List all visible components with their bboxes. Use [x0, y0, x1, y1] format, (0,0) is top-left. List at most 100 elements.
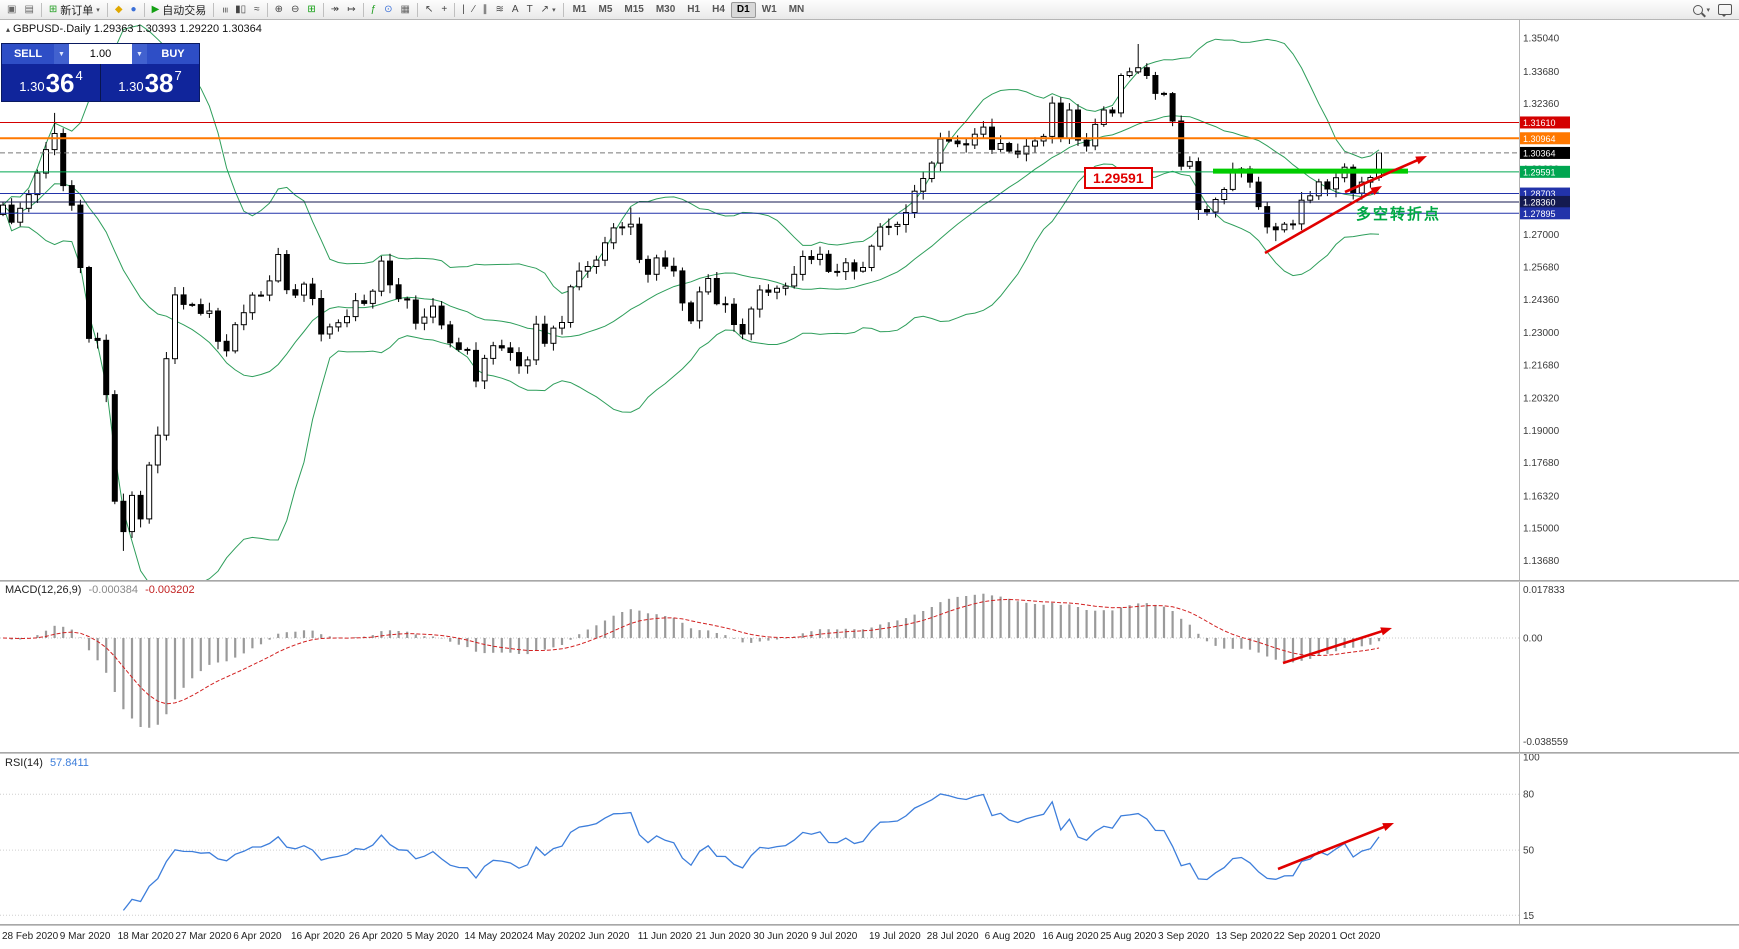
- sell-price-button[interactable]: 1.30 36 4: [2, 64, 100, 101]
- channel-icon: ∥: [482, 3, 488, 15]
- date-label: 16 Aug 2020: [1042, 931, 1099, 942]
- pane-separator[interactable]: [0, 580, 1739, 582]
- label-tool-button[interactable]: T: [523, 1, 537, 18]
- svg-text:1.13680: 1.13680: [1523, 556, 1560, 567]
- fibonacci-tool-button[interactable]: ≋: [492, 1, 508, 18]
- time-axis[interactable]: 28 Feb 2020 9 Mar 2020 18 Mar 2020 27 Mar 2…: [0, 926, 1739, 949]
- zoom-in-button[interactable]: ⊕: [271, 1, 287, 18]
- timeframe-m15-button[interactable]: M15: [618, 2, 649, 18]
- line-mode-button[interactable]: ≈: [250, 1, 264, 18]
- svg-text:0.017833: 0.017833: [1523, 585, 1565, 596]
- svg-text:1.33680: 1.33680: [1523, 67, 1560, 78]
- market-button[interactable]: ●: [127, 1, 141, 18]
- metaeditor-icon: ◆: [114, 3, 123, 15]
- vline-tool-button[interactable]: |: [458, 1, 469, 18]
- timeframe-m5-button[interactable]: M5: [592, 2, 618, 18]
- templates-button[interactable]: ▦: [397, 1, 414, 18]
- profiles-button[interactable]: ▤: [20, 1, 37, 18]
- chart-shift-icon: ↦: [347, 3, 356, 15]
- rsi-pane-canvas[interactable]: 100 80 50 15: [0, 754, 1739, 924]
- pane-separator[interactable]: [0, 924, 1739, 926]
- chart-ohlc-header: ▴ GBPUSD-.Daily 1.29363 1.30393 1.29220 1…: [6, 23, 262, 35]
- date-label: 13 Sep 2020: [1215, 931, 1273, 942]
- macd-pane-canvas[interactable]: 0.017833 0.00 -0.038559: [0, 582, 1739, 752]
- periods-button[interactable]: ⊙: [380, 1, 396, 18]
- svg-text:1.28703: 1.28703: [1523, 189, 1556, 199]
- trend-arrow[interactable]: [1264, 186, 1382, 255]
- date-label: 27 Mar 2020: [175, 931, 232, 942]
- metaeditor-button[interactable]: ◆: [111, 1, 127, 18]
- candles-mode-button[interactable]: ▮▯: [231, 1, 250, 18]
- timeframe-w1-button[interactable]: W1: [756, 2, 783, 18]
- auto-scroll-button[interactable]: ↠: [327, 1, 343, 18]
- auto-scroll-icon: ↠: [330, 3, 340, 15]
- timeframe-mn-button[interactable]: MN: [783, 2, 811, 18]
- svg-text:1.35040: 1.35040: [1523, 34, 1560, 45]
- bars-mode-button[interactable]: ≡: [217, 1, 231, 18]
- timeframe-m30-button[interactable]: M30: [650, 2, 681, 18]
- date-label: 16 Apr 2020: [291, 931, 345, 942]
- date-label: 9 Mar 2020: [59, 931, 111, 942]
- svg-text:1.16320: 1.16320: [1523, 491, 1560, 502]
- svg-text:15: 15: [1523, 911, 1535, 922]
- profiles-icon: ▤: [24, 3, 34, 15]
- timeframe-d1-button[interactable]: D1: [730, 1, 756, 18]
- trend-arrow[interactable]: [1277, 823, 1394, 871]
- trendline-tool-button[interactable]: ∕: [469, 1, 479, 18]
- buy-price-button[interactable]: 1.30 38 7: [101, 64, 199, 101]
- date-label: 26 Apr 2020: [348, 931, 403, 942]
- sell-options-dropdown[interactable]: ▼: [54, 44, 69, 64]
- rsi-line: [122, 793, 1380, 911]
- toolbar-separator: [416, 2, 418, 17]
- sell-price-prefix: 1.30: [19, 79, 45, 94]
- line-chart-icon: ≈: [254, 3, 260, 15]
- zoom-out-button[interactable]: ⊖: [287, 1, 303, 18]
- ohlc-bars-icon: ≡: [219, 6, 231, 13]
- date-label: 22 Sep 2020: [1273, 931, 1331, 942]
- timeframe-h4-button[interactable]: H4: [706, 2, 731, 18]
- chart-window-icon: ▣: [7, 3, 17, 15]
- pane-separator[interactable]: [0, 752, 1739, 754]
- main-chart-canvas[interactable]: 1.350401.336801.323601.310401.296801.283…: [0, 20, 1739, 580]
- hline-price-tag: [1520, 132, 1570, 145]
- trend-arrow[interactable]: [1344, 156, 1427, 194]
- arrows-tool-button[interactable]: ↗ ▾: [537, 1, 560, 18]
- chart-shift-button[interactable]: ↦: [343, 1, 359, 18]
- svg-text:-0.038559: -0.038559: [1523, 737, 1568, 748]
- new-order-button[interactable]: ⊞ 新订单 ▾: [45, 1, 104, 18]
- svg-text:80: 80: [1523, 790, 1535, 801]
- autotrading-button[interactable]: ▶ 自动交易: [148, 1, 211, 18]
- new-order-icon: ⊞: [48, 3, 58, 15]
- toolbar-separator: [362, 2, 364, 17]
- indicators-button[interactable]: ƒ: [367, 1, 381, 18]
- crosshair-tool-button[interactable]: +: [437, 1, 451, 18]
- new-chart-button[interactable]: ▣: [3, 1, 20, 18]
- label-icon: T: [526, 3, 533, 15]
- tile-windows-button[interactable]: ⊞: [303, 1, 319, 18]
- volume-input[interactable]: [69, 44, 132, 64]
- collapse-marker-icon: ▴: [6, 25, 11, 34]
- turning-point-annotation[interactable]: 多空转折点: [1356, 206, 1442, 223]
- cursor-tool-button[interactable]: ↖: [421, 1, 437, 18]
- date-label: 6 Aug 2020: [984, 931, 1036, 942]
- date-label: 14 May 2020: [464, 931, 523, 942]
- timeframe-m1-button[interactable]: M1: [567, 2, 593, 18]
- timeframe-h1-button[interactable]: H1: [681, 2, 706, 18]
- new-order-button-label: 新订单: [60, 4, 94, 17]
- chat-button[interactable]: [1714, 1, 1736, 18]
- volume-dropdown[interactable]: ▼: [132, 44, 147, 64]
- trend-arrow[interactable]: [1282, 627, 1392, 665]
- channel-tool-button[interactable]: ∥: [479, 1, 492, 18]
- buy-label[interactable]: BUY: [147, 44, 199, 64]
- sell-label[interactable]: SELL: [2, 44, 54, 64]
- search-icon: [1693, 4, 1704, 15]
- text-tool-button[interactable]: A: [508, 1, 523, 18]
- chat-icon: [1718, 4, 1732, 17]
- svg-text:1.28360: 1.28360: [1523, 197, 1556, 207]
- price-callout-label[interactable]: 1.29591: [1084, 167, 1153, 189]
- trade-panel-divider: [100, 64, 101, 101]
- search-button[interactable]: ▾: [1689, 1, 1714, 18]
- rsi-indicator-name: RSI(14): [5, 757, 43, 769]
- autotrading-button-label: 自动交易: [162, 4, 207, 17]
